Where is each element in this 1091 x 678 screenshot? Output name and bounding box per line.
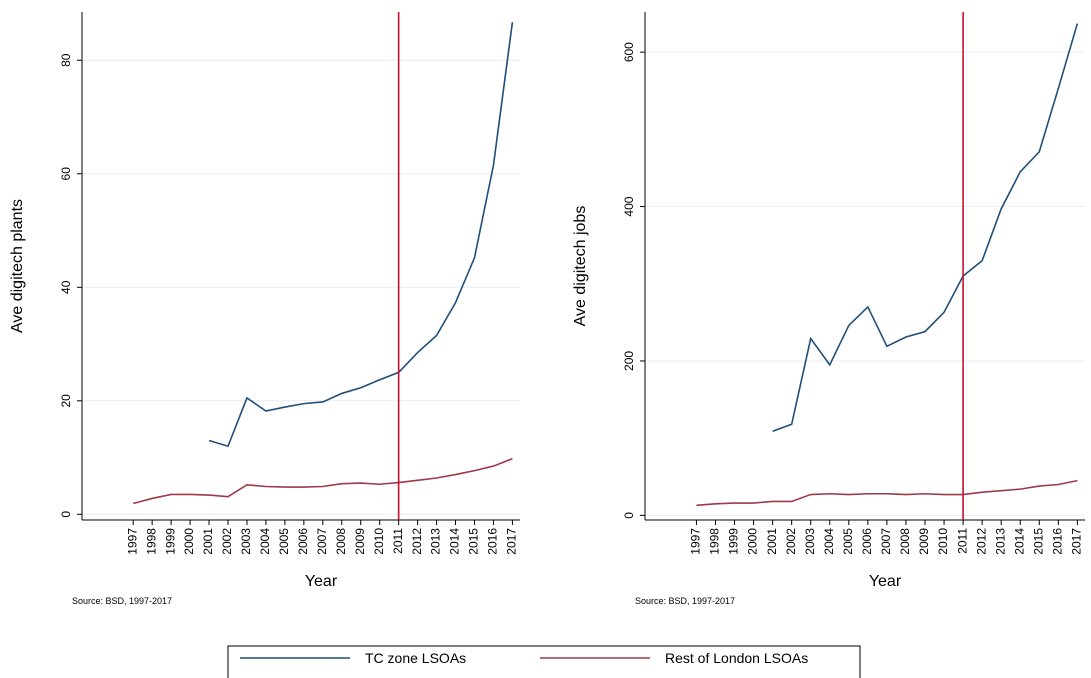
y-tick-label: 0	[59, 511, 73, 518]
x-tick-label: 2017	[1070, 528, 1084, 555]
legend-label: Rest of London LSOAs	[665, 650, 808, 666]
x-tick-label: 2003	[803, 528, 817, 555]
x-tick-label: 2001	[765, 528, 779, 555]
x-axis-title: Year	[869, 573, 902, 590]
x-tick-label: 2006	[296, 528, 310, 555]
x-tick-label: 2015	[467, 528, 481, 555]
x-tick-label: 2008	[334, 528, 348, 555]
x-tick-label: 2012	[410, 528, 424, 555]
y-axis-title: Ave digitech jobs	[572, 206, 589, 327]
x-tick-label: 2014	[1012, 528, 1026, 555]
x-tick-label: 2004	[258, 528, 272, 555]
x-tick-label: 2014	[448, 528, 462, 555]
x-tick-label: 2008	[898, 528, 912, 555]
x-tick-label: 2002	[220, 528, 234, 555]
x-tick-label: 2007	[315, 528, 329, 555]
y-tick-label: 200	[622, 351, 636, 371]
y-axis-title: Ave digitech plants	[9, 199, 26, 333]
x-tick-label: 2002	[784, 528, 798, 555]
x-tick-label: 1997	[689, 528, 703, 555]
x-tick-label: 2011	[391, 528, 405, 554]
series-line	[132, 457, 513, 505]
y-tick-label: 600	[622, 42, 636, 62]
y-tick-label: 20	[59, 394, 73, 408]
x-tick-label: 1997	[125, 528, 139, 555]
x-tick-label: 2011	[955, 528, 969, 554]
x-tick-label: 2001	[201, 528, 215, 555]
x-tick-label: 2006	[860, 528, 874, 555]
y-tick-label: 80	[59, 53, 73, 67]
y-tick-label: 40	[59, 280, 73, 294]
source-note: Source: BSD, 1997-2017	[635, 596, 735, 606]
x-tick-label: 1999	[163, 528, 177, 555]
y-tick-label: 60	[59, 167, 73, 181]
x-tick-label: 2017	[505, 528, 519, 555]
y-tick-label: 400	[622, 196, 636, 216]
x-tick-label: 2013	[993, 528, 1007, 555]
y-tick-label: 0	[622, 512, 636, 519]
series-line	[208, 22, 514, 448]
x-tick-label: 2015	[1031, 528, 1045, 555]
x-tick-label: 1998	[708, 528, 722, 555]
x-tick-label: 2000	[746, 528, 760, 555]
legend-box	[227, 645, 861, 678]
x-tick-label: 2016	[1051, 528, 1065, 555]
series-line	[772, 23, 1079, 432]
x-tick-label: 2007	[879, 528, 893, 555]
x-tick-label: 2016	[486, 528, 500, 555]
x-tick-label: 2010	[936, 528, 950, 555]
x-tick-label: 2000	[182, 528, 196, 555]
x-axis-title: Year	[305, 573, 338, 590]
x-tick-label: 1999	[727, 528, 741, 555]
x-tick-label: 2013	[429, 528, 443, 555]
x-tick-label: 2005	[841, 528, 855, 555]
source-note: Source: BSD, 1997-2017	[72, 596, 172, 606]
x-tick-label: 2004	[822, 528, 836, 555]
x-tick-label: 2010	[372, 528, 386, 555]
x-tick-label: 2009	[917, 528, 931, 555]
series-line	[696, 479, 1078, 507]
x-tick-label: 1998	[144, 528, 158, 555]
legend-label: TC zone LSOAs	[365, 650, 466, 666]
x-tick-label: 2003	[239, 528, 253, 555]
x-tick-label: 2012	[974, 528, 988, 555]
x-tick-label: 2005	[277, 528, 291, 555]
x-tick-label: 2009	[353, 528, 367, 555]
